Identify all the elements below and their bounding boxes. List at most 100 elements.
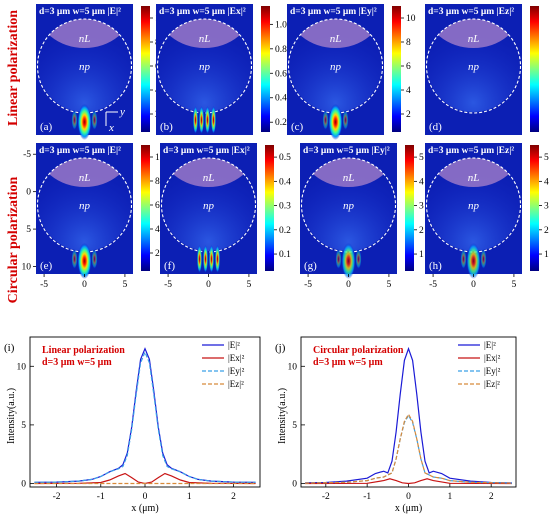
colorbar-tick-label: 2	[419, 226, 424, 236]
colorbar-tick-label: 8	[155, 177, 160, 187]
x-tick-label: 1	[187, 492, 192, 502]
focus-spot	[77, 104, 92, 140]
panel-letter: (a)	[40, 121, 53, 133]
chart-annotation: d=3 μm w=5 μm	[313, 357, 383, 368]
map-x-tick-label: 0	[471, 280, 476, 290]
legend-entry: |Ez|²	[484, 379, 500, 389]
map-x-tick-label: 5	[512, 280, 517, 290]
focus-spot	[328, 104, 343, 140]
panel-letter: (j)	[275, 342, 286, 354]
y-tick-label: 5	[21, 421, 26, 431]
colorbar-tick-label: 2	[406, 110, 411, 120]
panel-letter: (f)	[164, 260, 175, 272]
y-axis-label: Intensity(a.u.)	[6, 388, 17, 444]
axis-glyph-x: x	[108, 122, 114, 134]
colorbar-tick-label: 4	[406, 86, 411, 96]
colorbar-tick-label: 3	[544, 202, 549, 212]
colorbar-tick-label: 0.4	[279, 177, 291, 187]
focus-side-lobe	[322, 110, 329, 130]
colorbar	[530, 6, 539, 132]
colorbar	[405, 145, 414, 271]
colorbar-tick-label: 1.0	[275, 20, 287, 30]
x-tick-label: 0	[143, 492, 148, 502]
legend-entry: |E|²	[484, 340, 496, 350]
particle-label: np	[79, 61, 91, 73]
panel-letter: (b)	[160, 121, 173, 133]
focus-side-lobe	[480, 249, 487, 269]
x-tick-label: 2	[231, 492, 236, 502]
colorbar-tick-label: 0.5	[279, 153, 291, 163]
colorbar-tick-label: 3	[419, 202, 424, 212]
x-tick-label: -2	[322, 492, 330, 502]
colorbar	[265, 145, 274, 271]
colorbar-tick-label: 0.2	[279, 226, 291, 236]
focus-side-lobe	[335, 249, 342, 269]
y-tick-label: 5	[292, 421, 297, 431]
focus-spot	[77, 243, 92, 279]
y-tick-label: 10	[17, 362, 27, 372]
panel-title: d=3 μm w=5 μm |Ey|²	[290, 7, 377, 17]
colorbar	[530, 145, 539, 271]
focus-lobe	[199, 106, 204, 134]
focus-side-lobe	[91, 249, 98, 269]
lens-region	[426, 158, 521, 187]
lens-region	[426, 19, 521, 48]
particle-label: np	[330, 61, 342, 73]
particle-outline	[36, 157, 133, 253]
lens-region	[301, 158, 396, 187]
colorbar-tick-label: 4	[544, 177, 549, 187]
row-label-linear: Linear polarization	[6, 10, 21, 126]
legend-entry: |Ey|²	[228, 366, 245, 376]
focus-side-lobe	[342, 110, 349, 130]
panel-letter: (g)	[304, 260, 317, 272]
colorbar-tick-label: 0.3	[279, 202, 291, 212]
x-axis-label: x (μm)	[395, 503, 422, 514]
chart-annotation: d=3 μm w=5 μm	[42, 357, 112, 368]
map-x-tick-label: 5	[247, 280, 252, 290]
chart-annotation: Circular polarization	[313, 345, 404, 356]
map-panel: d=3 μm w=5 μm |Ez|² nL np (d)	[425, 4, 539, 135]
legend-entry: |Ey|²	[484, 366, 501, 376]
chart-annotation: Linear polarization	[42, 345, 125, 356]
y-tick-label: 10	[288, 362, 298, 372]
map-x-tick-label: 0	[82, 280, 87, 290]
legend-entry: |Ex|²	[484, 353, 501, 363]
x-tick-label: -1	[363, 492, 371, 502]
colorbar-tick-label: 2	[155, 249, 160, 259]
lens-label: nL	[468, 172, 480, 184]
map-x-tick-label: -5	[429, 280, 437, 290]
focus-side-lobe	[460, 249, 467, 269]
lens-label: nL	[79, 172, 91, 184]
lens-region	[157, 19, 252, 48]
particle-label: np	[203, 200, 215, 212]
lens-region	[37, 19, 132, 48]
panel-letter: (i)	[4, 342, 15, 354]
colorbar-tick-label: 0.2	[275, 118, 287, 128]
colorbar-tick-label: 1	[419, 250, 424, 260]
colorbar	[392, 6, 401, 132]
focus-spot	[466, 243, 481, 279]
focus-side-lobe	[91, 110, 98, 130]
particle-outline	[156, 18, 253, 114]
panel-letter: (h)	[429, 260, 442, 272]
colorbar-tick-label: 0.1	[279, 250, 291, 260]
y-axis-label: Intensity(a.u.)	[277, 388, 288, 444]
colorbar	[141, 6, 150, 132]
particle-outline	[300, 157, 397, 253]
particle-outline	[36, 18, 133, 114]
plot-frame	[300, 336, 517, 488]
y-tick-label: 0	[292, 479, 297, 489]
series-line	[305, 478, 512, 485]
particle-label: np	[79, 200, 91, 212]
colorbar-tick-label: 10	[406, 14, 416, 24]
colorbar-tick-label: 2	[544, 226, 549, 236]
panel-letter: (e)	[40, 260, 53, 272]
colorbar-tick-label: 0.6	[275, 69, 287, 79]
legend-entry: |E|²	[228, 340, 240, 350]
panel-title: d=3 μm w=5 μm |Ez|²	[428, 146, 514, 156]
colorbar-tick-label: 5	[544, 153, 549, 163]
focus-lobe	[209, 245, 214, 273]
particle-label: np	[199, 61, 211, 73]
map-y-tick-label: 10	[22, 263, 32, 273]
